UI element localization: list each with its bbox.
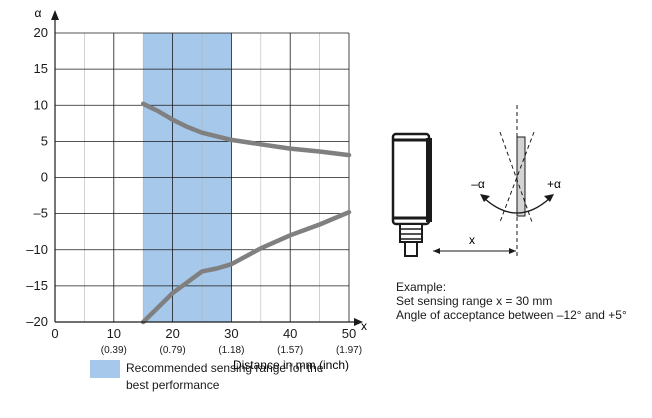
x-tick-label: 10 [107, 326, 121, 341]
target-plate [516, 136, 526, 217]
x-tick-sublabel: (1.18) [218, 345, 244, 356]
y-tick-label: 10 [34, 97, 48, 112]
x-tick-label: 40 [283, 326, 297, 341]
distance-arrow-right-icon [509, 248, 516, 254]
x-axis-symbol: x [361, 319, 367, 333]
y-tick-label: –15 [26, 278, 48, 293]
sensor-face [426, 138, 432, 222]
y-tick-label: 5 [41, 133, 48, 148]
arc-arrow-right-icon [544, 194, 554, 202]
x-tick-sublabel: (0.39) [101, 345, 127, 356]
x-tick-label: 0 [51, 326, 58, 341]
tilt-line-left [499, 131, 533, 223]
legend-swatch [90, 360, 120, 378]
y-tick-label: 20 [34, 25, 48, 40]
example-heading: Example: [396, 280, 447, 294]
example-angle-of-acceptance: Angle of acceptance between –12° and +5° [396, 308, 627, 322]
y-tick-label: 0 [41, 170, 48, 185]
legend-text: Recommended sensing range for the best p… [126, 361, 324, 392]
y-axis-symbol: α [35, 6, 42, 20]
example-sensing-range: Set sensing range x = 30 mm [396, 294, 553, 308]
distance-label: x [469, 233, 475, 247]
tilt-line-right [499, 131, 535, 223]
x-axis-arrow-icon [354, 318, 363, 326]
x-tick-sublabel: (1.57) [277, 345, 303, 356]
arc-arrow-left-icon [480, 194, 490, 202]
x-tick-sublabel: (1.97) [336, 345, 362, 356]
example-text-block: Example: Set sensing range x = 30 mm Ang… [396, 280, 627, 322]
axes-layer [51, 10, 363, 326]
sensor-body [391, 132, 431, 226]
distance-arrow-left-icon [433, 248, 440, 254]
y-tick-label: –5 [34, 206, 48, 221]
y-tick-label: 15 [34, 61, 48, 76]
y-axis-arrow-icon [51, 10, 59, 20]
sensor-cable [404, 241, 418, 257]
sensor-diagram: –α +α x [391, 105, 561, 257]
x-tick-sublabel: (0.79) [160, 345, 186, 356]
x-tick-label: 30 [224, 326, 238, 341]
series-layer [140, 101, 352, 325]
x-axis-label: Distance in mm (inch) [233, 358, 349, 372]
rotation-arc [483, 197, 551, 214]
y-tick-label: –10 [26, 242, 48, 257]
x-tick-label: 20 [165, 326, 179, 341]
plus-alpha-label: +α [547, 177, 561, 191]
series-line-1 [140, 101, 352, 158]
y-tick-label: –20 [26, 314, 48, 329]
x-tick-label: 50 [342, 326, 356, 341]
series-line-2 [140, 209, 352, 325]
minus-alpha-label: –α [471, 177, 485, 191]
